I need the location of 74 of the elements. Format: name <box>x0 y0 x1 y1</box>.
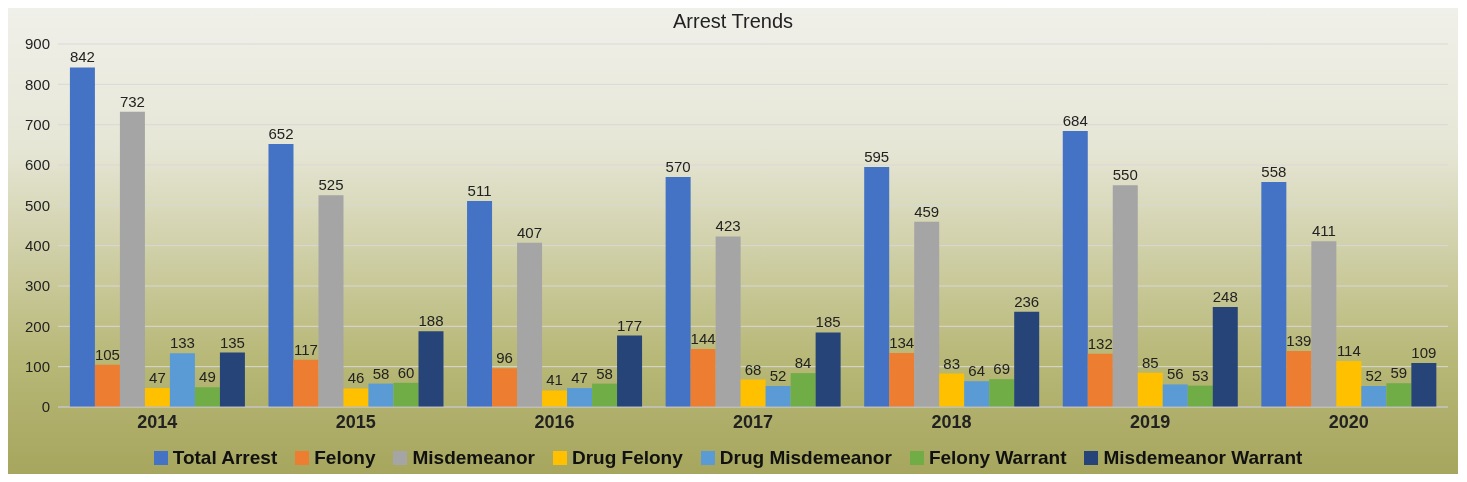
data-label: 105 <box>94 345 120 363</box>
data-label: 558 <box>1261 162 1287 180</box>
y-tick-label: 800 <box>24 75 50 93</box>
x-tick-label: 2017 <box>732 411 774 432</box>
data-label: 188 <box>418 312 444 330</box>
data-label: 56 <box>1166 365 1184 383</box>
data-label: 49 <box>199 368 216 386</box>
y-tick-label: 600 <box>24 156 50 174</box>
data-label: 185 <box>815 313 841 331</box>
x-tick-label: 2016 <box>534 411 575 432</box>
data-label: 58 <box>596 364 613 382</box>
data-label: 64 <box>968 362 986 380</box>
legend-label: Misdemeanor <box>412 447 535 469</box>
data-label: 459 <box>914 202 940 220</box>
data-label: 423 <box>715 217 741 235</box>
data-label: 652 <box>268 125 294 143</box>
data-label: 117 <box>294 340 318 358</box>
legend-label: Drug Felony <box>571 447 683 469</box>
data-label: 144 <box>690 329 716 347</box>
data-label: 236 <box>1014 292 1040 310</box>
data-label: 41 <box>546 371 563 389</box>
chart-title: Arrest Trends <box>671 9 794 34</box>
data-label: 842 <box>69 48 95 66</box>
data-label: 47 <box>571 369 588 387</box>
legend-label: Misdemeanor Warrant <box>1103 447 1303 469</box>
legend-label: Total Arrest <box>172 447 278 469</box>
legend-label: Felony <box>314 447 376 469</box>
y-tick-label: 700 <box>24 115 50 133</box>
data-label: 550 <box>1112 166 1138 184</box>
data-label: 84 <box>794 354 812 372</box>
data-label: 570 <box>665 158 691 176</box>
data-label: 96 <box>496 349 513 367</box>
data-label: 407 <box>517 223 543 241</box>
data-label: 248 <box>1212 287 1238 305</box>
data-label: 68 <box>744 360 762 378</box>
data-label: 60 <box>397 363 415 381</box>
data-label: 47 <box>149 369 166 387</box>
data-label: 134 <box>889 333 915 351</box>
data-label: 139 <box>1286 331 1312 349</box>
data-label: 69 <box>993 360 1011 378</box>
legend-label: Felony Warrant <box>928 447 1067 469</box>
x-tick-label: 2019 <box>1130 411 1171 432</box>
y-tick-label: 900 <box>24 35 50 53</box>
legend-label: Drug Misdemeanor <box>719 447 892 469</box>
data-label: 59 <box>1390 364 1408 382</box>
data-label: 58 <box>372 364 390 382</box>
data-label: 109 <box>1411 344 1437 362</box>
data-label: 595 <box>864 148 890 166</box>
y-tick-label: 500 <box>24 196 50 214</box>
data-label: 177 <box>617 316 643 334</box>
y-tick-label: 0 <box>41 398 50 416</box>
data-label: 525 <box>318 176 344 194</box>
data-label: 684 <box>1062 112 1088 130</box>
data-label: 132 <box>1087 334 1113 352</box>
x-tick-label: 2015 <box>335 411 376 432</box>
y-tick-label: 300 <box>24 277 50 295</box>
x-tick-label: 2014 <box>137 411 178 432</box>
data-label: 732 <box>119 92 145 110</box>
y-tick-label: 100 <box>24 357 50 375</box>
data-label: 83 <box>943 354 961 372</box>
data-label: 511 <box>467 181 492 199</box>
data-label: 85 <box>1141 353 1159 371</box>
data-label: 46 <box>347 369 365 387</box>
data-label: 53 <box>1191 366 1209 384</box>
data-label: 114 <box>1336 342 1361 360</box>
y-tick-label: 400 <box>24 236 50 254</box>
data-label: 52 <box>1365 367 1383 385</box>
data-label: 52 <box>769 367 787 385</box>
data-label: 133 <box>169 334 195 352</box>
data-label: 135 <box>219 333 245 351</box>
data-label: 411 <box>1311 222 1336 240</box>
y-tick-label: 200 <box>24 317 50 335</box>
x-tick-label: 2020 <box>1328 411 1369 432</box>
x-tick-label: 2018 <box>931 411 972 432</box>
